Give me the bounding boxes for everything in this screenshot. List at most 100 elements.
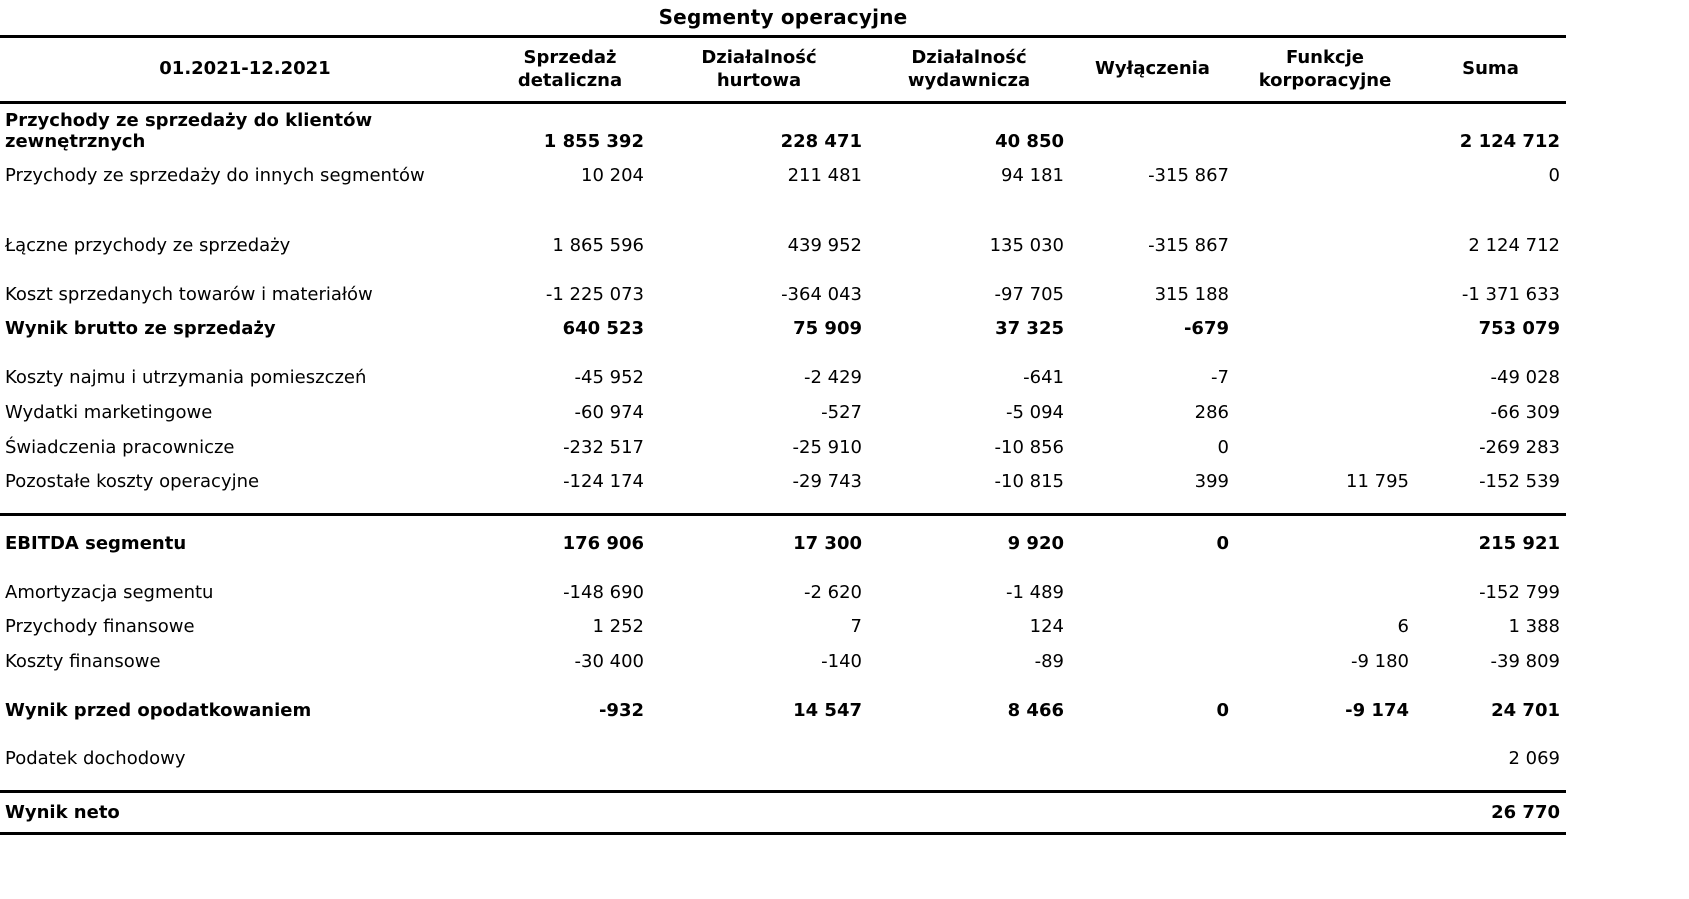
value-cell: -232 517 bbox=[563, 436, 644, 458]
value-cell: 26 770 bbox=[1415, 790, 1566, 835]
value-cell: -641 bbox=[1023, 367, 1064, 389]
value-cell bbox=[1235, 790, 1415, 835]
column-header-funkcje-korporacyjne: Funkcje korporacyjne bbox=[1235, 35, 1415, 104]
table-row-koszty-operacyjne-2: Świadczenia pracownicze -232 517 -25 910 -1… bbox=[0, 431, 1566, 466]
value-cell: -315 867 bbox=[1148, 235, 1229, 257]
value-cell: 24 701 bbox=[1491, 699, 1560, 721]
row-label: Amortyzacja segmentu bbox=[5, 581, 214, 603]
value-cell: -60 974 bbox=[574, 401, 644, 423]
value-cell: -9 174 bbox=[1345, 699, 1409, 721]
value-cell: 11 795 bbox=[1346, 471, 1409, 493]
value-cell bbox=[1070, 728, 1235, 791]
value-cell bbox=[1235, 562, 1415, 611]
table-row-laczne-przychody: Łączne przychody ze sprzedaży 1 865 596 43… bbox=[0, 194, 1566, 264]
value-cell: -269 283 bbox=[1479, 436, 1560, 458]
value-cell: 0 bbox=[1070, 512, 1235, 562]
table-row-wynik-neto: Wynik neto 26 770 bbox=[0, 790, 1566, 835]
value-cell bbox=[1235, 103, 1415, 160]
value-cell: 640 523 bbox=[562, 318, 644, 340]
row-label: Świadczenia pracownicze bbox=[5, 436, 235, 458]
value-cell: 2 124 712 bbox=[1468, 235, 1560, 257]
value-cell: 75 909 bbox=[793, 318, 862, 340]
value-cell: 315 188 bbox=[1154, 283, 1229, 305]
value-cell: 0 bbox=[1548, 165, 1560, 187]
value-cell: 1 855 392 bbox=[543, 130, 644, 152]
value-cell: -2 620 bbox=[803, 581, 862, 603]
value-cell: 94 181 bbox=[1001, 165, 1064, 187]
report-title: Segmenty operacyjne bbox=[658, 5, 908, 29]
period-header: 01.2021-12.2021 bbox=[0, 35, 490, 104]
table-row-wynik-brutto-1: Wynik brutto ze sprzedaży 640 523 75 909 37… bbox=[0, 312, 1566, 347]
value-cell: 215 921 bbox=[1415, 512, 1566, 562]
table-row-koszty-operacyjne-1: Wydatki marketingowe -60 974 -527 -5 094 286… bbox=[0, 396, 1566, 431]
value-cell: -30 400 bbox=[574, 650, 644, 672]
value-cell: 176 906 bbox=[490, 512, 650, 562]
value-cell: -2 429 bbox=[803, 367, 862, 389]
row-label: Podatek dochodowy bbox=[5, 748, 186, 770]
row-label: Koszty najmu i utrzymania pomieszczeń bbox=[5, 367, 367, 389]
value-cell: -9 180 bbox=[1350, 650, 1409, 672]
value-cell bbox=[1235, 194, 1415, 264]
table-header: 01.2021-12.2021 Sprzedaż detaliczna Dzia… bbox=[0, 35, 1566, 104]
value-cell: 135 030 bbox=[989, 235, 1064, 257]
column-header-dzialalnosc-hurtowa: Działalność hurtowa bbox=[650, 35, 868, 104]
value-cell bbox=[1235, 396, 1415, 431]
value-cell: -5 094 bbox=[1005, 401, 1064, 423]
segments-report: Segmenty operacyjne 01.2021-12.2021 Sprz… bbox=[0, 5, 1566, 835]
row-label: Koszty finansowe bbox=[5, 650, 161, 672]
value-cell bbox=[1070, 562, 1235, 611]
value-cell: 1 865 596 bbox=[552, 235, 644, 257]
value-cell: 0 bbox=[1216, 699, 1229, 721]
segments-table-body: Przychody ze sprzedaży do klientów zewnę… bbox=[0, 103, 1566, 835]
segments-table: 01.2021-12.2021 Sprzedaż detaliczna Dzia… bbox=[0, 35, 1566, 835]
row-label: Wynik brutto ze sprzedaży bbox=[5, 318, 276, 340]
value-cell: -1 225 073 bbox=[545, 283, 644, 305]
value-cell: -364 043 bbox=[781, 283, 862, 305]
row-label: Przychody ze sprzedaży do klientów zewnę… bbox=[5, 110, 373, 152]
value-cell bbox=[1070, 645, 1235, 680]
value-cell: -152 539 bbox=[1479, 471, 1560, 493]
value-cell: -97 705 bbox=[994, 283, 1064, 305]
table-row-pozycje-finansowe-1: Przychody finansowe 1 252 7 124 6 1 388 bbox=[0, 610, 1566, 645]
value-cell: 37 325 bbox=[995, 318, 1064, 340]
value-cell: -89 bbox=[1034, 650, 1064, 672]
value-cell: -527 bbox=[821, 401, 862, 423]
value-cell: -7 bbox=[1211, 367, 1229, 389]
value-cell: -1 371 633 bbox=[1461, 283, 1560, 305]
row-label: Przychody ze sprzedaży do innych segment… bbox=[5, 165, 425, 187]
value-cell: 211 481 bbox=[787, 165, 862, 187]
value-cell bbox=[1070, 103, 1235, 160]
table-row-wynik-brutto-0: Koszt sprzedanych towarów i materiałów -1… bbox=[0, 264, 1566, 313]
value-cell: 228 471 bbox=[780, 130, 862, 152]
value-cell bbox=[868, 728, 1070, 791]
row-label: Koszt sprzedanych towarów i materiałów bbox=[5, 283, 373, 305]
value-cell: -66 309 bbox=[1490, 401, 1560, 423]
value-cell bbox=[1070, 610, 1235, 645]
value-cell bbox=[490, 728, 650, 791]
value-cell: -39 809 bbox=[1490, 650, 1560, 672]
row-label: Pozostałe koszty operacyjne bbox=[5, 471, 260, 493]
value-cell bbox=[1070, 790, 1235, 835]
value-cell: 17 300 bbox=[650, 512, 868, 562]
value-cell bbox=[650, 790, 868, 835]
value-cell: 8 466 bbox=[1007, 699, 1064, 721]
header-row: 01.2021-12.2021 Sprzedaż detaliczna Dzia… bbox=[0, 35, 1566, 104]
value-cell: 2 124 712 bbox=[1459, 130, 1560, 152]
value-cell: 7 bbox=[850, 616, 862, 638]
value-cell: 40 850 bbox=[995, 130, 1064, 152]
value-cell bbox=[650, 728, 868, 791]
table-row-pozycje-finansowe-0: Amortyzacja segmentu -148 690 -2 620 -1 489… bbox=[0, 562, 1566, 611]
value-cell: 1 252 bbox=[592, 616, 644, 638]
value-cell: 2 069 bbox=[1508, 748, 1560, 770]
value-cell: 753 079 bbox=[1478, 318, 1560, 340]
value-cell: -140 bbox=[821, 650, 862, 672]
value-cell: 10 204 bbox=[581, 165, 644, 187]
table-row-podatek-dochodowy: Podatek dochodowy 2 069 bbox=[0, 728, 1566, 791]
value-cell: 9 920 bbox=[868, 512, 1070, 562]
row-label: Przychody finansowe bbox=[5, 616, 195, 638]
value-cell bbox=[1235, 431, 1415, 466]
column-header-wylaczenia: Wyłączenia bbox=[1070, 35, 1235, 104]
column-header-suma: Suma bbox=[1415, 35, 1566, 104]
value-cell: 286 bbox=[1194, 401, 1229, 423]
value-cell bbox=[1235, 347, 1415, 396]
